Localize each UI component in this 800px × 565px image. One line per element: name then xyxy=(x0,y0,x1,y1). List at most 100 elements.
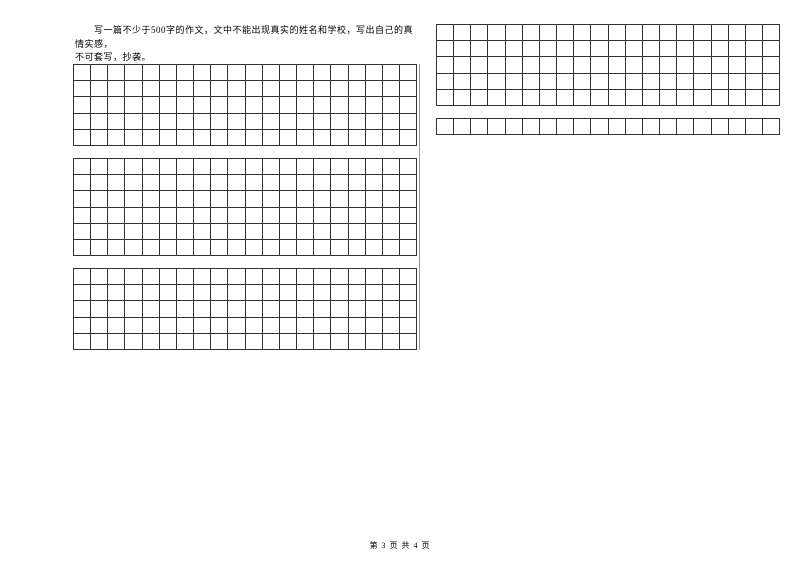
grid-cell xyxy=(382,130,399,145)
grid-cell xyxy=(296,301,313,316)
grid-cell xyxy=(176,159,193,174)
grid-cell xyxy=(437,25,453,40)
grid-cell xyxy=(642,119,659,134)
grid-cell xyxy=(382,191,399,206)
grid-row xyxy=(74,129,416,145)
grid-cell xyxy=(193,97,210,112)
grid-cell xyxy=(382,175,399,190)
grid-cell xyxy=(539,57,556,72)
grid-cell xyxy=(348,208,365,223)
grid-cell xyxy=(399,285,416,300)
grid-cell xyxy=(107,175,124,190)
grid-cell xyxy=(176,301,193,316)
page-number: 第 3 页 共 4 页 xyxy=(370,541,431,550)
grid-row xyxy=(437,56,779,72)
grid-cell xyxy=(642,57,659,72)
grid-cell xyxy=(676,57,693,72)
grid-cell xyxy=(693,119,710,134)
grid-cell xyxy=(399,159,416,174)
grid-cell xyxy=(522,119,539,134)
grid-cell xyxy=(505,41,522,56)
grid-cell xyxy=(330,159,347,174)
grid-cell xyxy=(728,25,745,40)
grid-cell xyxy=(210,65,227,80)
grid-cell xyxy=(573,74,590,89)
grid-cell xyxy=(107,269,124,284)
grid-cell xyxy=(159,301,176,316)
grid-cell xyxy=(193,175,210,190)
grid-cell xyxy=(210,301,227,316)
grid-row xyxy=(74,284,416,300)
grid-cell xyxy=(313,269,330,284)
grid-cell xyxy=(659,57,676,72)
grid-cell xyxy=(245,224,262,239)
grid-cell xyxy=(453,74,470,89)
grid-cell xyxy=(522,90,539,105)
grid-cell xyxy=(176,97,193,112)
grid-cell xyxy=(556,57,573,72)
grid-cell xyxy=(642,41,659,56)
grid-cell xyxy=(262,285,279,300)
grid-cell xyxy=(193,130,210,145)
grid-cell xyxy=(470,74,487,89)
grid-cell xyxy=(348,159,365,174)
grid-cell xyxy=(90,285,107,300)
grid-cell xyxy=(176,318,193,333)
grid-cell xyxy=(762,90,779,105)
grid-cell xyxy=(399,65,416,80)
grid-cell xyxy=(90,318,107,333)
grid-cell xyxy=(262,301,279,316)
grid-cell xyxy=(227,159,244,174)
grid-cell xyxy=(279,130,296,145)
grid-cell xyxy=(262,208,279,223)
grid-cell xyxy=(193,65,210,80)
grid-cell xyxy=(74,175,90,190)
grid-cell xyxy=(608,25,625,40)
grid-cell xyxy=(659,41,676,56)
grid-cell xyxy=(90,334,107,349)
grid-cell xyxy=(539,41,556,56)
grid-cell xyxy=(262,114,279,129)
grid-cell xyxy=(124,191,141,206)
grid-cell xyxy=(279,114,296,129)
grid-cell xyxy=(330,130,347,145)
grid-cell xyxy=(313,208,330,223)
grid-cell xyxy=(365,191,382,206)
grid-cell xyxy=(296,65,313,80)
grid-cell xyxy=(556,41,573,56)
grid-cell xyxy=(159,334,176,349)
grid-cell xyxy=(142,301,159,316)
grid-row xyxy=(74,239,416,255)
grid-cell xyxy=(745,74,762,89)
grid-cell xyxy=(453,25,470,40)
grid-cell xyxy=(210,334,227,349)
grid-cell xyxy=(296,285,313,300)
grid-cell xyxy=(176,130,193,145)
grid-cell xyxy=(487,74,504,89)
grid-cell xyxy=(124,334,141,349)
grid-cell xyxy=(159,240,176,255)
grid-cell xyxy=(330,65,347,80)
grid-cell xyxy=(262,97,279,112)
grid-cell xyxy=(176,269,193,284)
grid-cell xyxy=(159,159,176,174)
grid-cell xyxy=(676,119,693,134)
grid-cell xyxy=(142,285,159,300)
grid-cell xyxy=(711,57,728,72)
grid-cell xyxy=(245,159,262,174)
grid-cell xyxy=(365,81,382,96)
grid-cell xyxy=(90,301,107,316)
grid-cell xyxy=(382,269,399,284)
grid-row xyxy=(437,119,779,134)
grid-cell xyxy=(107,208,124,223)
grid-cell xyxy=(399,97,416,112)
grid-cell xyxy=(365,224,382,239)
grid-cell xyxy=(382,285,399,300)
grid-cell xyxy=(399,301,416,316)
grid-cell xyxy=(625,57,642,72)
grid-cell xyxy=(330,208,347,223)
grid-cell xyxy=(659,25,676,40)
grid-cell xyxy=(313,97,330,112)
grid-cell xyxy=(227,334,244,349)
grid-cell xyxy=(210,175,227,190)
